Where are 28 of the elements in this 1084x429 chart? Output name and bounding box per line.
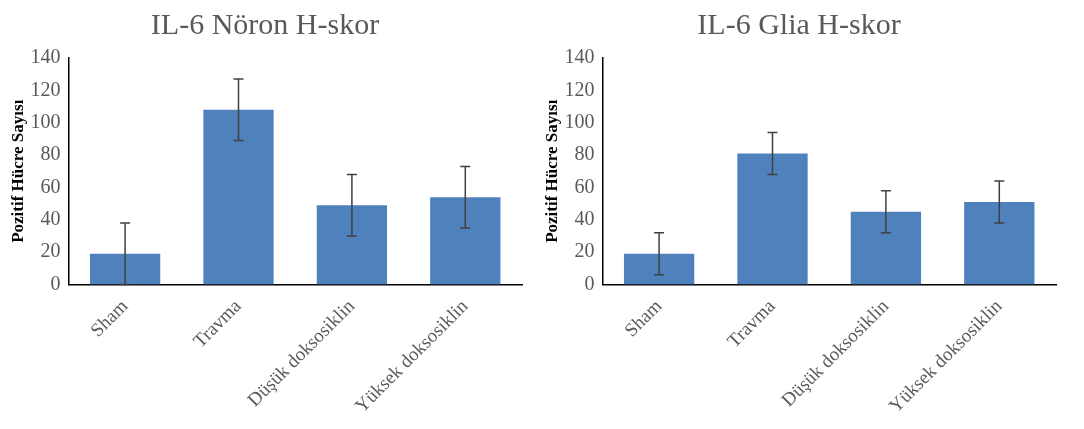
y-tick-label: 40 <box>574 207 595 230</box>
bar <box>430 197 501 285</box>
y-tick-label: 100 <box>564 109 595 132</box>
y-tick-label: 80 <box>574 142 595 165</box>
bar <box>964 202 1035 285</box>
y-tick-label: 20 <box>40 239 61 262</box>
bar <box>737 153 808 285</box>
y-tick-label: 0 <box>584 271 595 294</box>
y-tick-label: 120 <box>30 77 61 100</box>
bar <box>89 253 161 285</box>
y-tick-label: 140 <box>30 45 61 68</box>
bar <box>623 253 695 285</box>
y-tick-label: 60 <box>40 174 61 197</box>
y-axis-title: Pozitif Hücre Sayısı <box>7 99 27 243</box>
chart-title: IL-6 Nöron H-skor <box>150 6 380 40</box>
y-tick-label: 0 <box>50 271 61 294</box>
y-tick-label: 140 <box>564 45 595 68</box>
bar <box>203 109 274 285</box>
y-axis-title: Pozitif Hücre Sayısı <box>541 99 561 243</box>
bar <box>316 205 388 285</box>
y-tick-label: 100 <box>30 109 61 132</box>
y-tick-label: 80 <box>40 142 61 165</box>
y-tick-label: 20 <box>574 239 595 262</box>
bar <box>850 211 922 285</box>
chart-title: IL-6 Glia H-skor <box>697 6 901 40</box>
y-tick-label: 60 <box>574 174 595 197</box>
y-tick-label: 40 <box>40 207 61 230</box>
y-tick-label: 120 <box>564 77 595 100</box>
